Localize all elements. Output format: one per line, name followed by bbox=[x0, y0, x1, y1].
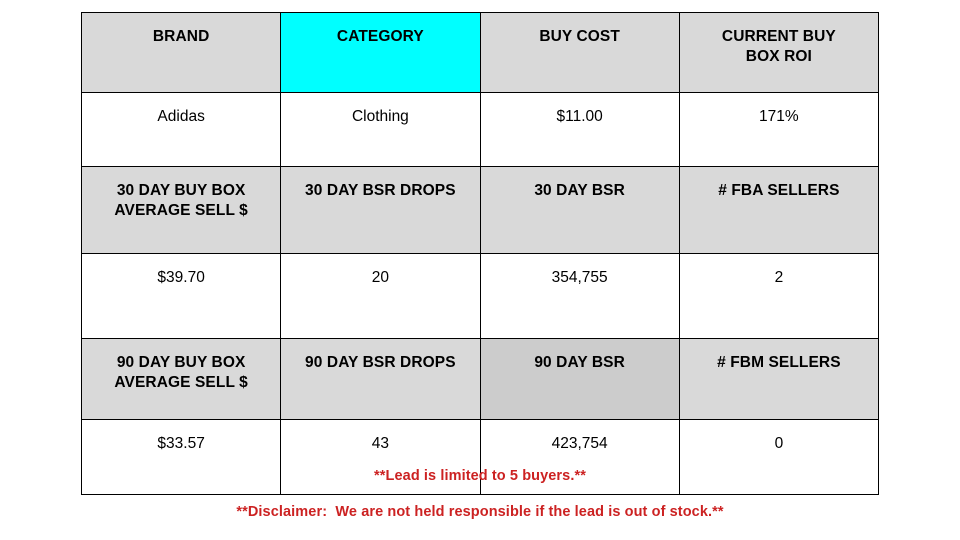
header-cell-category: CATEGORY bbox=[280, 12, 481, 93]
header-cell-brand: BRAND bbox=[80, 12, 282, 93]
header-cell-fbm-sellers: # FBM SELLERS bbox=[678, 338, 880, 420]
footer-notes: **Lead is limited to 5 buyers.** **Discl… bbox=[0, 468, 960, 520]
header-cell-90-day-bsr: 90 DAY BSR bbox=[479, 338, 680, 420]
table-row: Adidas Clothing $11.00 171% bbox=[80, 92, 880, 167]
table-row: $39.70 20 354,755 2 bbox=[80, 253, 880, 339]
value-cell-30-day-bsr: 354,755 bbox=[479, 253, 680, 339]
value-cell-fba-sellers: 2 bbox=[678, 253, 880, 339]
value-cell-30-day-buy-box-average-sell: $39.70 bbox=[80, 253, 282, 339]
lead-metrics-table: BRAND CATEGORY BUY COST CURRENT BUY BOX … bbox=[80, 12, 880, 495]
header-cell-30-day-bsr: 30 DAY BSR bbox=[479, 166, 680, 254]
header-cell-30-day-bsr-drops: 30 DAY BSR DROPS bbox=[280, 166, 481, 254]
header-cell-30-day-buy-box-average-sell: 30 DAY BUY BOX AVERAGE SELL $ bbox=[80, 166, 282, 254]
value-cell-brand: Adidas bbox=[80, 92, 282, 167]
value-cell-current-buy-box-roi: 171% bbox=[678, 92, 880, 167]
value-cell-90-day-buy-box-average-sell: $33.57 bbox=[80, 419, 282, 495]
value-cell-fbm-sellers: 0 bbox=[678, 419, 880, 495]
value-cell-buy-cost: $11.00 bbox=[479, 92, 680, 167]
value-cell-30-day-bsr-drops: 20 bbox=[280, 253, 481, 339]
value-cell-90-day-bsr: 423,754 bbox=[479, 419, 680, 495]
header-cell-current-buy-box-roi: CURRENT BUY BOX ROI bbox=[678, 12, 880, 93]
header-cell-90-day-bsr-drops: 90 DAY BSR DROPS bbox=[280, 338, 481, 420]
header-cell-fba-sellers: # FBA SELLERS bbox=[678, 166, 880, 254]
disclaimer-note: **Disclaimer: We are not held responsibl… bbox=[236, 504, 724, 520]
lead-limit-note: **Lead is limited to 5 buyers.** bbox=[374, 468, 586, 484]
table-header-row: 30 DAY BUY BOX AVERAGE SELL $ 30 DAY BSR… bbox=[80, 166, 880, 254]
table-header-row: BRAND CATEGORY BUY COST CURRENT BUY BOX … bbox=[80, 12, 880, 93]
header-cell-90-day-buy-box-average-sell: 90 DAY BUY BOX AVERAGE SELL $ bbox=[80, 338, 282, 420]
value-cell-category: Clothing bbox=[280, 92, 481, 167]
header-cell-buy-cost: BUY COST bbox=[479, 12, 680, 93]
table-header-row: 90 DAY BUY BOX AVERAGE SELL $ 90 DAY BSR… bbox=[80, 338, 880, 420]
table-row: $33.57 43 423,754 0 bbox=[80, 419, 880, 495]
